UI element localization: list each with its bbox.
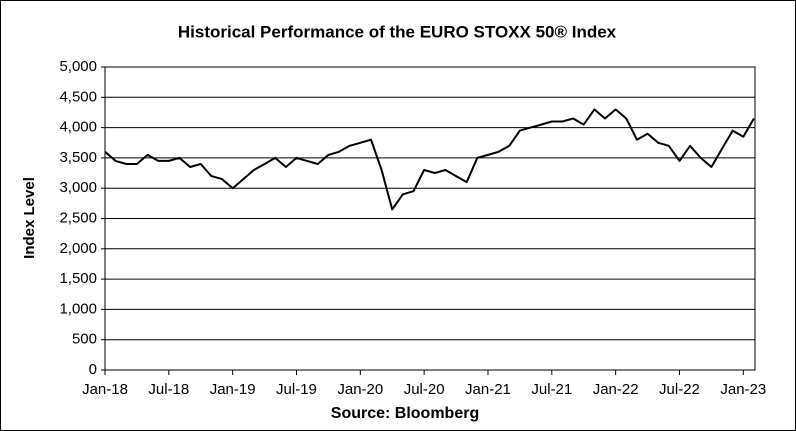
y-tick-label: 0 bbox=[89, 361, 97, 378]
y-axis-label: Index Level bbox=[21, 177, 38, 259]
x-tick-label: Jan-23 bbox=[720, 381, 766, 398]
plot-area bbox=[104, 66, 756, 371]
y-tick-label: 2,500 bbox=[59, 209, 97, 226]
x-tick-label: Jan-19 bbox=[210, 381, 256, 398]
x-tick-label: Jan-18 bbox=[82, 381, 128, 398]
y-tick-label: 3,000 bbox=[59, 179, 97, 196]
y-tick-label: 3,500 bbox=[59, 149, 97, 166]
y-tick-label: 500 bbox=[72, 331, 97, 348]
x-tick-label: Jul-20 bbox=[404, 381, 445, 398]
x-tick-label: Jul-19 bbox=[276, 381, 317, 398]
y-tick-label: 5,000 bbox=[59, 58, 97, 75]
x-tick-label: Jan-20 bbox=[337, 381, 383, 398]
y-tick-label: 1,500 bbox=[59, 270, 97, 287]
x-tick-label: Jan-22 bbox=[593, 381, 639, 398]
x-tick-label: Jul-22 bbox=[659, 381, 700, 398]
x-tick-label: Jul-21 bbox=[531, 381, 572, 398]
x-tick-label: Jan-21 bbox=[465, 381, 511, 398]
y-tick-label: 4,500 bbox=[59, 88, 97, 105]
x-tick-label: Jul-18 bbox=[148, 381, 189, 398]
source-note: Source: Bloomberg bbox=[331, 405, 479, 422]
y-tick-label: 1,000 bbox=[59, 300, 97, 317]
index-line bbox=[104, 108, 755, 211]
y-tick-label: 2,000 bbox=[59, 240, 97, 257]
y-tick-label: 4,000 bbox=[59, 119, 97, 136]
chart-title: Historical Performance of the EURO STOXX… bbox=[178, 22, 617, 41]
